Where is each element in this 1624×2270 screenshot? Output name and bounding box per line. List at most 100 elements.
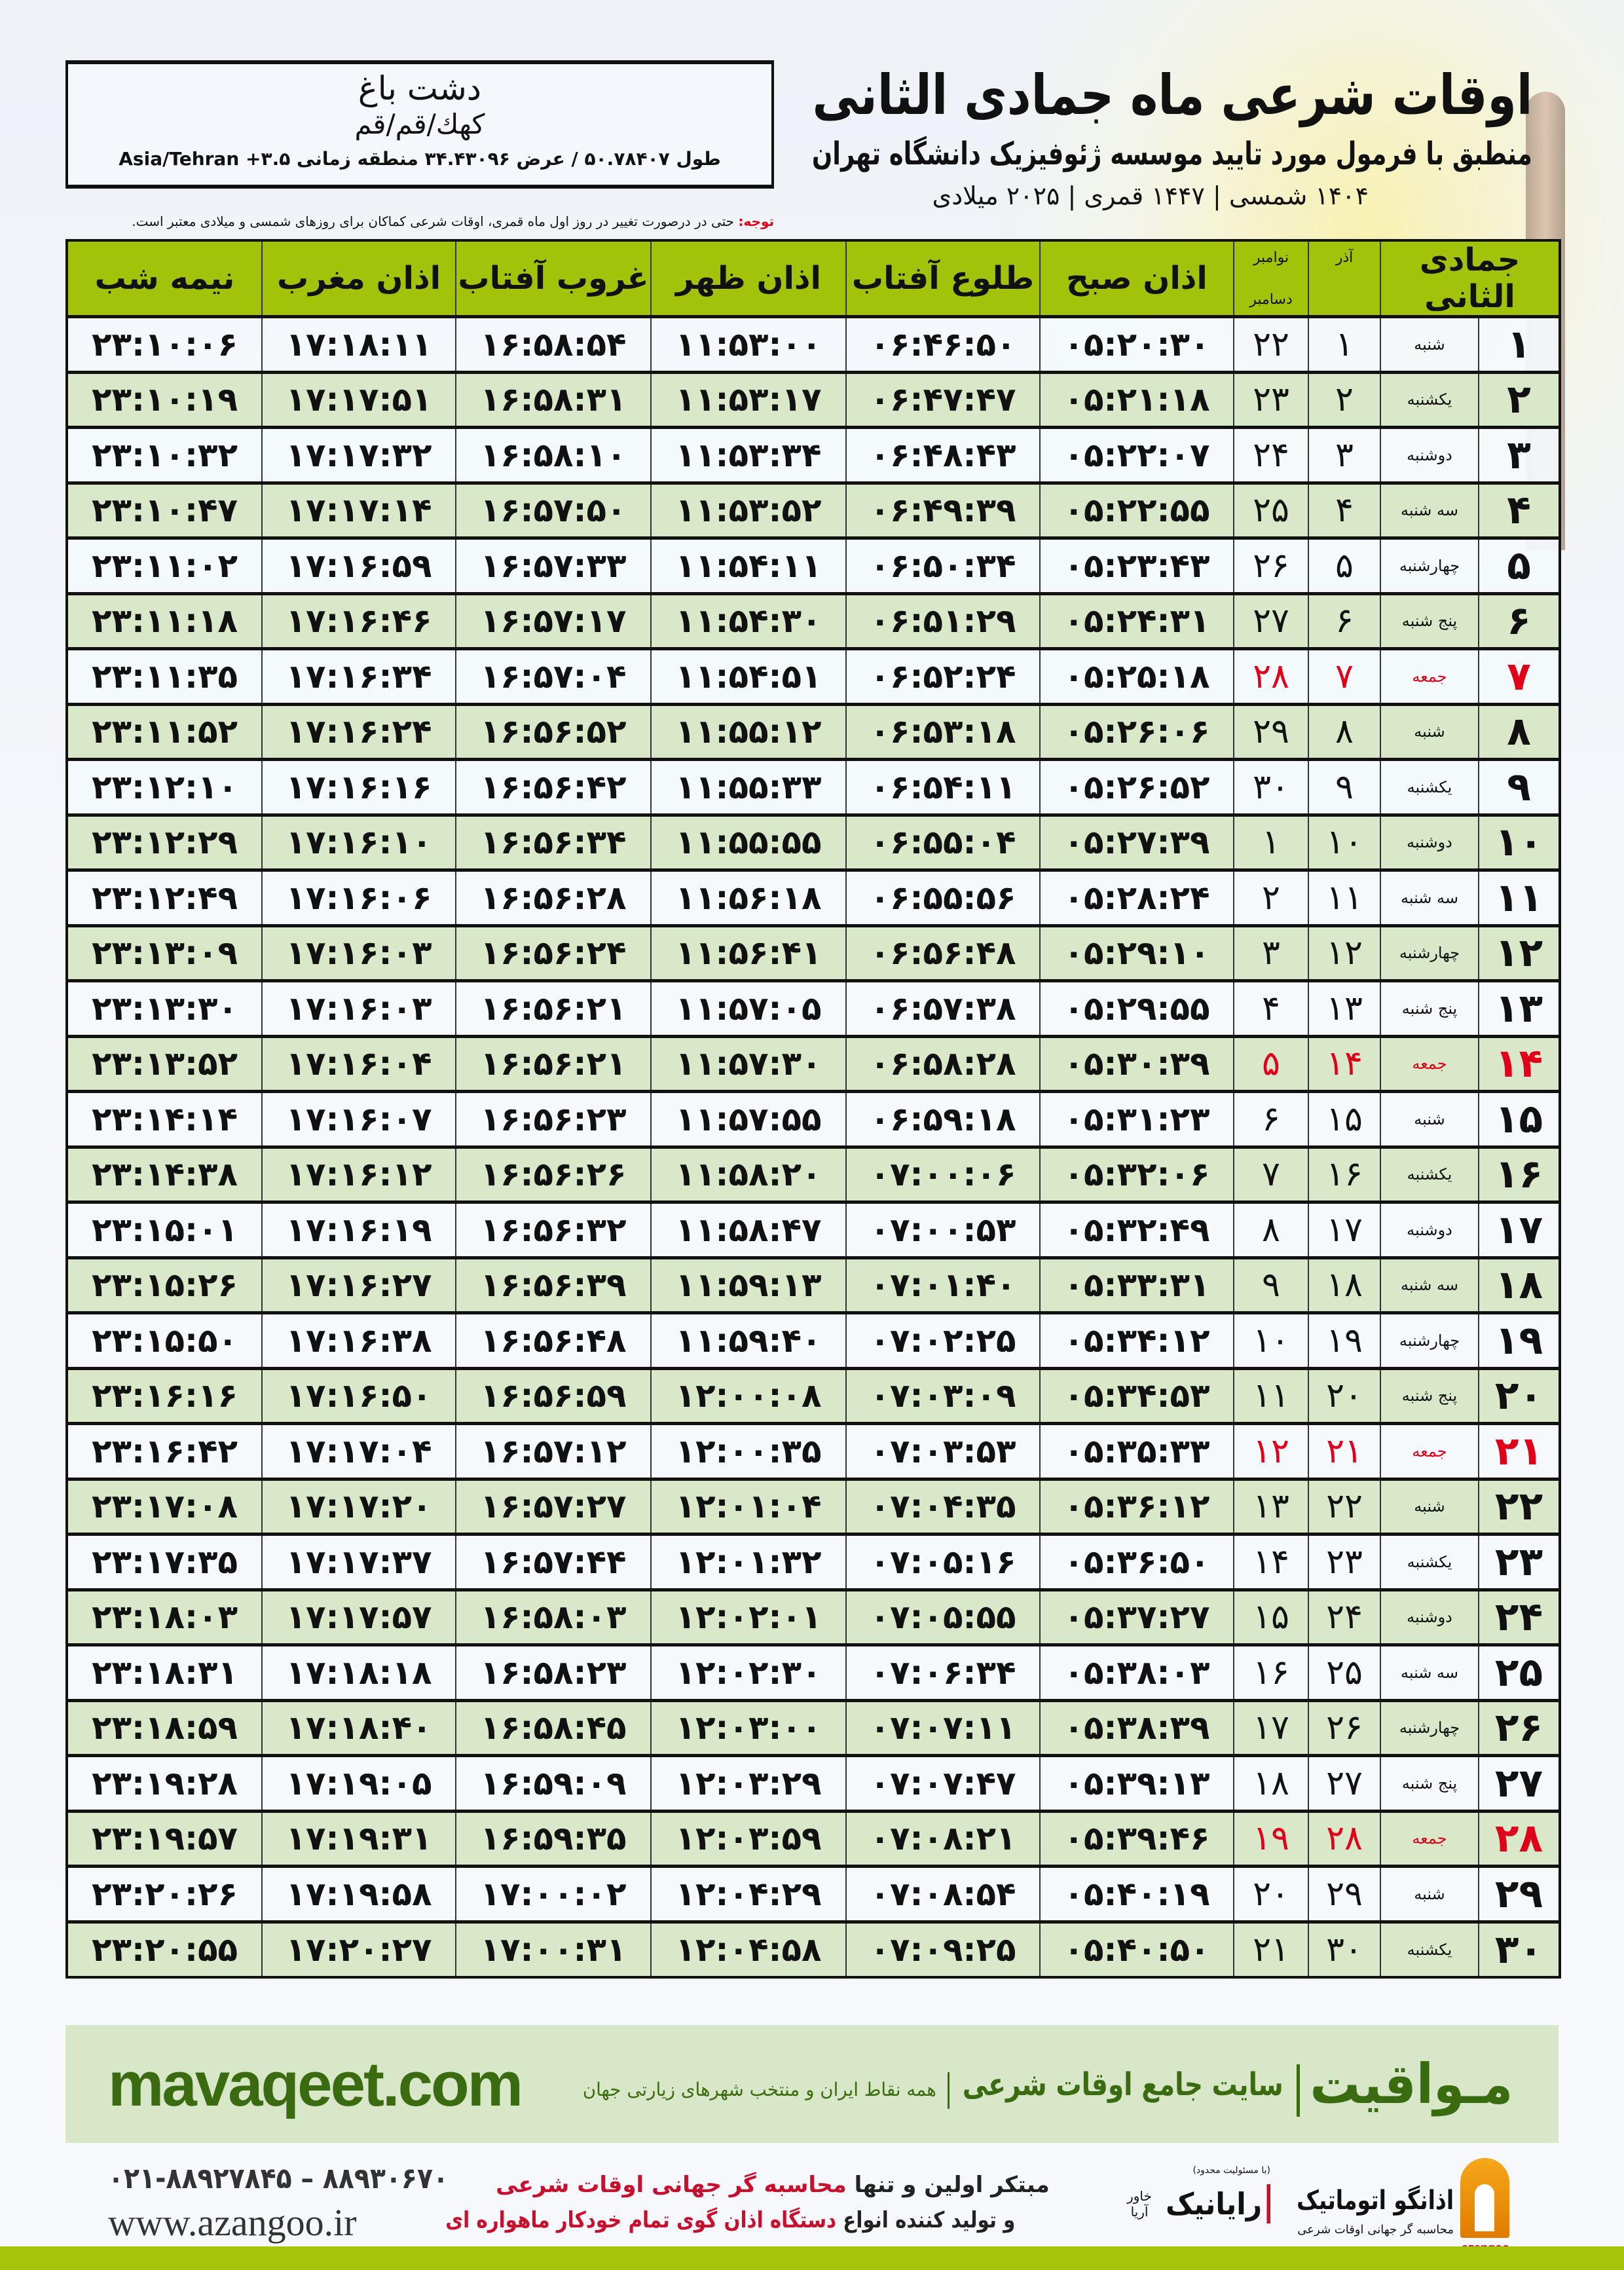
- azar-day-cell: ۲۰: [1308, 1366, 1380, 1424]
- sunrise-time-cell: ۰۶:۵۴:۱۱: [845, 758, 1040, 815]
- table-row: ۳ دوشنبه ۳ ۲۴ ۰۵:۲۲:۰۷ ۰۶:۴۸:۴۳ ۱۱:۵۳:۳۴ ۱۶:۵۸:…: [66, 426, 1560, 483]
- gregorian-day: ۶: [1262, 1099, 1280, 1139]
- sunset-time: ۱۶:۵۸:۳۱: [480, 381, 627, 419]
- table-row: ۲۴ دوشنبه ۲۴ ۱۵ ۰۵:۳۷:۲۷ ۰۷:۰۵:۵۵ ۱۲:۰۲:۰۱ ۱۶:۵…: [66, 1588, 1560, 1645]
- sunset-time: ۱۶:۵۶:۲۱: [480, 1045, 627, 1083]
- gregorian-day-cell: ۱۰: [1233, 1311, 1308, 1368]
- dhuhr-time-cell: ۱۲:۰۱:۳۲: [650, 1533, 846, 1590]
- azangoo-name: اذانگو اتوماتیک: [1297, 2186, 1454, 2216]
- gregorian-day-cell: ۲: [1233, 868, 1308, 925]
- gregorian-day-cell: ۶: [1233, 1090, 1308, 1147]
- azangoo-website[interactable]: www.azangoo.ir: [108, 2201, 357, 2244]
- fajr-time-cell: ۰۵:۳۸:۳۹: [1039, 1698, 1234, 1756]
- hijri-day: ۲۳: [1494, 1538, 1543, 1585]
- mavaqeet-tagline: سایت جامع اوقات شرعی: [963, 2066, 1283, 2103]
- promo-line-1: مبتکر اولین و تنها محاسبه گر جهانی اوقات…: [485, 2169, 1061, 2201]
- header-azar-label: آذر: [1335, 250, 1354, 266]
- azar-day-cell: ۲۳: [1308, 1533, 1380, 1590]
- dhuhr-time-cell: ۱۲:۰۱:۰۴: [650, 1477, 846, 1535]
- sunrise-time-cell: ۰۷:۰۵:۵۵: [845, 1588, 1040, 1645]
- table-row: ۱۷ دوشنبه ۱۷ ۸ ۰۵:۳۲:۴۹ ۰۷:۰۰:۵۳ ۱۱:۵۸:۴۷ ۱۶:۵۶…: [66, 1200, 1560, 1257]
- sunset-time-cell: ۱۶:۵۶:۳۹: [455, 1256, 651, 1313]
- sunrise-time: ۰۶:۵۳:۱۸: [870, 713, 1016, 751]
- azar-day: ۲: [1335, 380, 1354, 420]
- midnight-time-cell: ۲۳:۱۴:۳۸: [66, 1145, 262, 1202]
- fajr-time-cell: ۰۵:۴۰:۱۹: [1039, 1865, 1234, 1922]
- sunset-time: ۱۶:۵۷:۳۳: [480, 546, 627, 585]
- gregorian-day-cell: ۲۳: [1233, 370, 1308, 428]
- weekday-cell: سه شنبه: [1380, 1256, 1479, 1313]
- maghrib-time-cell: ۱۷:۱۹:۵۸: [261, 1865, 456, 1922]
- sunrise-time-cell: ۰۷:۰۷:۴۷: [845, 1754, 1040, 1811]
- fajr-time-cell: ۰۵:۳۹:۴۶: [1039, 1809, 1234, 1867]
- hijri-day-cell: ۲۴: [1478, 1588, 1560, 1645]
- midnight-time: ۲۳:۱۵:۰۱: [91, 1210, 238, 1249]
- azar-day: ۲۸: [1326, 1819, 1363, 1859]
- sunset-time: ۱۶:۵۷:۰۴: [480, 657, 627, 696]
- maghrib-time: ۱۷:۱۶:۳۸: [286, 1321, 432, 1360]
- azar-day: ۴: [1335, 491, 1354, 530]
- azar-day: ۲۱: [1326, 1431, 1363, 1471]
- header-sunrise: طلوع آفتاب: [845, 240, 1040, 317]
- maghrib-time: ۱۷:۱۶:۱۲: [286, 1155, 432, 1194]
- sunset-time: ۱۶:۵۶:۴۸: [480, 1321, 627, 1360]
- azar-day: ۱۱: [1326, 878, 1363, 918]
- hijri-day-cell: ۵: [1478, 536, 1560, 593]
- table-row: ۲۷ پنج شنبه ۲۷ ۱۸ ۰۵:۳۹:۱۳ ۰۷:۰۷:۴۷ ۱۲:۰۳:۲۹ ۱۶…: [66, 1754, 1560, 1811]
- maghrib-time-cell: ۱۷:۱۹:۰۵: [261, 1754, 456, 1811]
- dhuhr-time: ۱۲:۰۳:۵۹: [675, 1819, 822, 1858]
- table-row: ۲۰ پنج شنبه ۲۰ ۱۱ ۰۵:۳۴:۵۳ ۰۷:۰۳:۰۹ ۱۲:۰۰:۰۸ ۱۶…: [66, 1366, 1560, 1424]
- gregorian-day: ۲۹: [1253, 712, 1289, 752]
- location-coordinates: طول ۵۰.۷۸۴۰۷ / عرض ۳۴.۴۳۰۹۶ منطقه زمانی …: [119, 148, 721, 170]
- weekday: جمعه: [1412, 1829, 1447, 1848]
- page-title: اوقات شرعی ماه جمادی الثانی: [811, 63, 1532, 127]
- midnight-time-cell: ۲۳:۱۰:۴۷: [66, 481, 262, 538]
- fajr-time: ۰۵:۲۸:۲۴: [1063, 878, 1210, 917]
- weekday: پنج شنبه: [1401, 612, 1458, 631]
- maghrib-time: ۱۷:۱۶:۰۶: [286, 878, 432, 917]
- azar-day: ۱۴: [1326, 1044, 1363, 1084]
- mavaqeet-url[interactable]: mavaqeet.com: [108, 2049, 523, 2119]
- fajr-time-cell: ۰۵:۳۸:۰۳: [1039, 1643, 1234, 1700]
- prayer-times-table: جمادی الثانی آذر نوامبر دسامبر اذان صبح ط…: [65, 239, 1561, 1979]
- maghrib-time-cell: ۱۷:۱۷:۵۷: [261, 1588, 456, 1645]
- hijri-day: ۱۷: [1494, 1206, 1543, 1253]
- fajr-time: ۰۵:۳۳:۳۱: [1063, 1266, 1210, 1305]
- dhuhr-time: ۱۱:۵۳:۱۷: [675, 381, 822, 419]
- hijri-day: ۷: [1507, 653, 1531, 699]
- weekday-cell: دوشنبه: [1380, 1200, 1479, 1257]
- midnight-time-cell: ۲۳:۱۵:۵۰: [66, 1311, 262, 1368]
- header-azar: آذر: [1308, 240, 1380, 317]
- sunset-time: ۱۶:۵۶:۲۸: [480, 878, 627, 917]
- gregorian-day: ۱۱: [1253, 1376, 1289, 1416]
- dhuhr-time-cell: ۱۱:۵۴:۳۰: [650, 591, 846, 649]
- midnight-time-cell: ۲۳:۱۴:۱۴: [66, 1090, 262, 1147]
- gregorian-day-cell: ۲۷: [1233, 591, 1308, 649]
- fajr-time-cell: ۰۵:۳۵:۳۳: [1039, 1422, 1234, 1479]
- dhuhr-time-cell: ۱۱:۵۹:۱۳: [650, 1256, 846, 1313]
- dhuhr-time-cell: ۱۱:۵۴:۵۱: [650, 647, 846, 704]
- year-line: ۱۴۰۴ شمسی | ۱۴۴۷ قمری | ۲۰۲۵ میلادی: [932, 181, 1369, 210]
- sunset-time: ۱۷:۰۰:۳۱: [480, 1930, 627, 1969]
- sunrise-time-cell: ۰۷:۰۸:۲۱: [845, 1809, 1040, 1867]
- fajr-time-cell: ۰۵:۳۰:۳۹: [1039, 1034, 1234, 1092]
- azar-day-cell: ۳۰: [1308, 1920, 1380, 1977]
- weekday-cell: یکشنبه: [1380, 370, 1479, 428]
- fajr-time-cell: ۰۵:۲۶:۵۲: [1039, 758, 1234, 815]
- fajr-time-cell: ۰۵:۲۰:۳۰: [1039, 315, 1234, 372]
- sunrise-time: ۰۷:۰۸:۵۴: [870, 1874, 1016, 1913]
- sunrise-time-cell: ۰۶:۵۷:۳۸: [845, 979, 1040, 1036]
- hijri-day-cell: ۱۴: [1478, 1034, 1560, 1092]
- azar-day-cell: ۱۳: [1308, 979, 1380, 1036]
- weekday: شنبه: [1414, 1884, 1445, 1903]
- weekday: پنج شنبه: [1401, 1774, 1458, 1793]
- fajr-time: ۰۵:۲۶:۵۲: [1063, 768, 1210, 806]
- sunrise-time: ۰۷:۰۴:۳۵: [870, 1487, 1016, 1526]
- sunset-time-cell: ۱۶:۵۸:۰۳: [455, 1588, 651, 1645]
- azar-day-cell: ۱۸: [1308, 1256, 1380, 1313]
- midnight-time-cell: ۲۳:۱۱:۵۲: [66, 702, 262, 760]
- midnight-time: ۲۳:۱۰:۰۶: [91, 325, 238, 363]
- sunrise-time: ۰۷:۰۹:۲۵: [870, 1930, 1016, 1969]
- azar-day: ۱۶: [1326, 1155, 1363, 1195]
- table-row: ۲۱ جمعه ۲۱ ۱۲ ۰۵:۳۵:۳۳ ۰۷:۰۳:۵۳ ۱۲:۰۰:۳۵ ۱۶:۵۷:…: [66, 1422, 1560, 1479]
